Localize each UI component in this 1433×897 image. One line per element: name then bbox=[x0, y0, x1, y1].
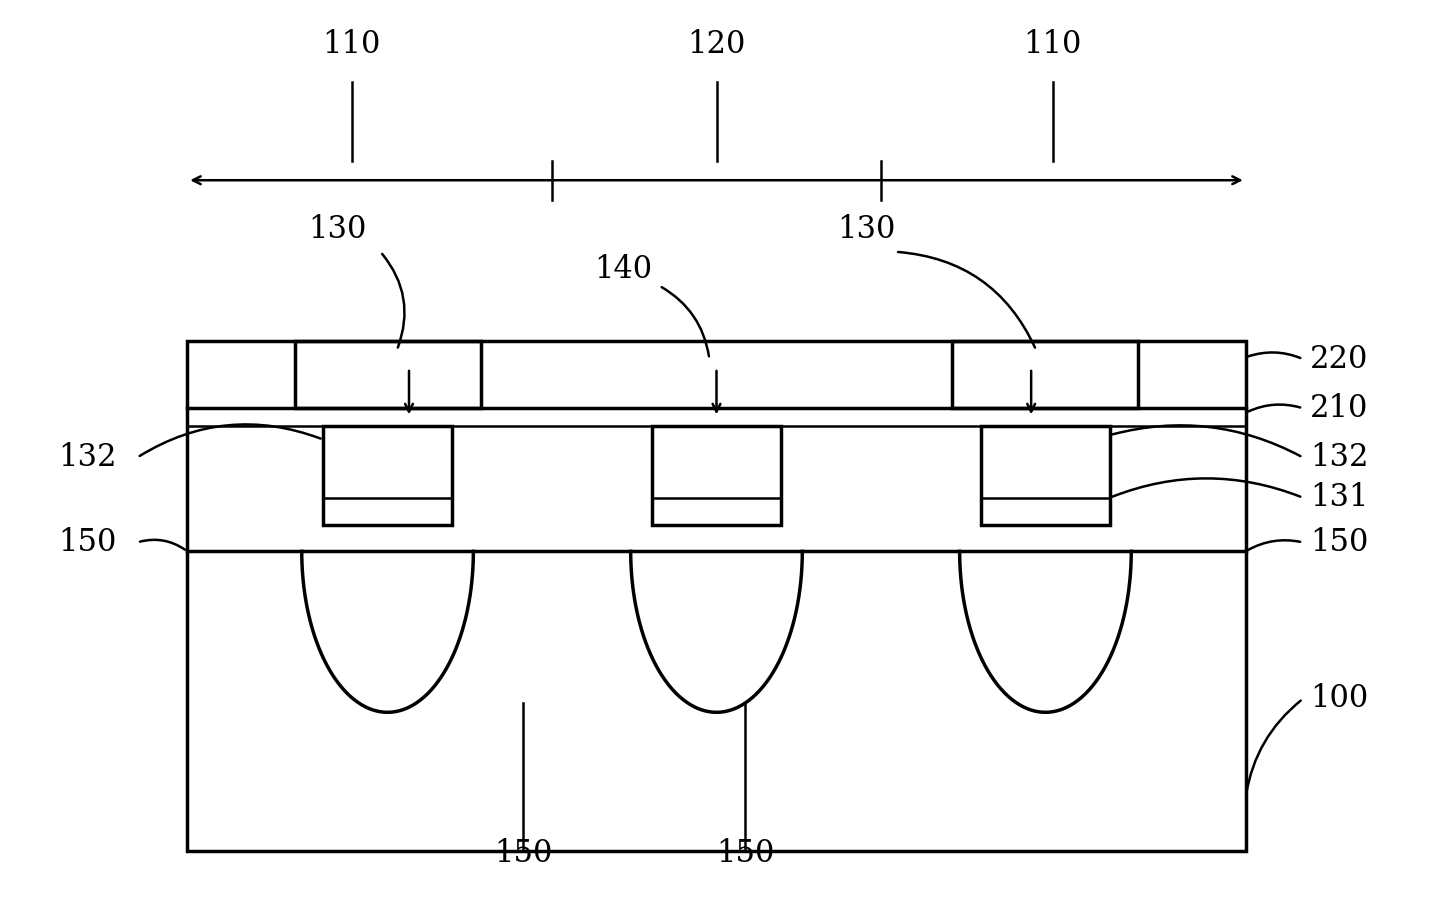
Text: 130: 130 bbox=[308, 213, 367, 245]
Text: 150: 150 bbox=[494, 838, 553, 869]
Text: 132: 132 bbox=[59, 442, 118, 473]
Text: 150: 150 bbox=[716, 838, 774, 869]
Text: 130: 130 bbox=[837, 213, 896, 245]
Text: 220: 220 bbox=[1310, 344, 1369, 375]
Text: 132: 132 bbox=[1310, 442, 1369, 473]
Text: 110: 110 bbox=[1023, 29, 1082, 59]
Text: 131: 131 bbox=[1310, 483, 1369, 513]
Text: 120: 120 bbox=[688, 29, 745, 59]
Text: 100: 100 bbox=[1310, 684, 1369, 714]
Text: 150: 150 bbox=[1310, 527, 1369, 558]
Text: 150: 150 bbox=[59, 527, 118, 558]
Text: 140: 140 bbox=[595, 254, 652, 285]
Text: 210: 210 bbox=[1310, 393, 1369, 423]
Text: 110: 110 bbox=[322, 29, 381, 59]
